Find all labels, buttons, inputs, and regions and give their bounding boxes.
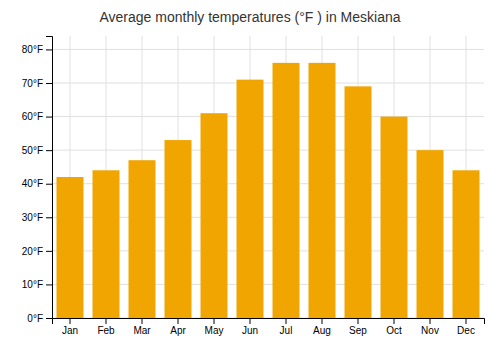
y-tick: 50°F — [22, 145, 52, 156]
tick-label: 20°F — [22, 246, 43, 257]
x-tick: Oct — [386, 318, 402, 336]
tick-mark — [46, 150, 52, 151]
bar — [273, 63, 300, 318]
chart-container: Average monthly temperatures (°F ) in Me… — [0, 0, 500, 350]
x-tick: Apr — [170, 318, 186, 336]
tick-label: Nov — [421, 325, 439, 336]
x-tick: Jul — [280, 318, 293, 336]
tick-label: 80°F — [22, 44, 43, 55]
tick-label: Jan — [62, 325, 78, 336]
bar — [453, 170, 480, 318]
y-tick: 0°F — [27, 313, 52, 324]
x-tick: Aug — [313, 318, 331, 336]
tick-mark — [106, 318, 107, 324]
tick-label: 50°F — [22, 145, 43, 156]
y-tick: 80°F — [22, 44, 52, 55]
tick-mark — [142, 318, 143, 324]
tick-mark — [46, 318, 52, 319]
tick-label: Apr — [170, 325, 186, 336]
x-tick: Jan — [62, 318, 78, 336]
plot-area: Jan Feb Mar Apr May Jun Jul Aug Sep Oct Nov Dec 0°F 1… — [22, 36, 485, 336]
bar — [57, 177, 84, 318]
grid — [52, 36, 484, 318]
tick-label: 40°F — [22, 178, 43, 189]
tick-label: Jun — [242, 325, 258, 336]
bar — [93, 170, 120, 318]
bar — [417, 150, 444, 318]
tick-label: Oct — [386, 325, 402, 336]
bar — [237, 80, 264, 318]
y-tick: 40°F — [22, 178, 52, 189]
bar — [345, 86, 372, 318]
tick-mark — [46, 217, 52, 218]
tick-mark — [46, 284, 52, 285]
grid-line-y — [52, 116, 484, 117]
bar — [381, 117, 408, 318]
chart-svg: Average monthly temperatures (°F ) in Me… — [0, 0, 500, 350]
tick-label: 70°F — [22, 78, 43, 89]
grid-line-y — [52, 83, 484, 84]
tick-mark — [358, 318, 359, 324]
x-tick: Dec — [457, 318, 475, 336]
tick-mark — [46, 184, 52, 185]
bars — [57, 63, 480, 318]
tick-mark — [46, 49, 52, 50]
tick-label: May — [205, 325, 224, 336]
y-tick: 70°F — [22, 78, 52, 89]
axis-line — [53, 319, 485, 325]
tick-mark — [286, 318, 287, 324]
x-tick: May — [205, 318, 224, 336]
x-tick: Feb — [97, 318, 115, 336]
x-tick: Mar — [133, 318, 151, 336]
tick-label: Feb — [97, 325, 115, 336]
tick-label: Sep — [349, 325, 367, 336]
tick-mark — [46, 117, 52, 118]
grid-line-y — [52, 49, 484, 50]
tick-mark — [466, 318, 467, 324]
x-tick: Jun — [242, 318, 258, 336]
y-tick: 20°F — [22, 246, 52, 257]
y-tick: 30°F — [22, 212, 52, 223]
chart-title: Average monthly temperatures (°F ) in Me… — [99, 9, 400, 25]
bar — [129, 160, 156, 318]
y-axis: 0°F 10°F 20°F 30°F 40°F 50°F 60°F 70°F 80°F — [22, 37, 53, 324]
x-tick: Sep — [349, 318, 367, 336]
bar — [201, 113, 228, 318]
tick-label: 30°F — [22, 212, 43, 223]
tick-mark — [322, 318, 323, 324]
y-tick: 10°F — [22, 279, 52, 290]
tick-label: 60°F — [22, 111, 43, 122]
y-tick: 60°F — [22, 111, 52, 122]
x-axis: Jan Feb Mar Apr May Jun Jul Aug Sep Oct Nov Dec — [53, 318, 485, 336]
tick-mark — [250, 318, 251, 324]
tick-mark — [430, 318, 431, 324]
tick-mark — [214, 318, 215, 324]
tick-label: Jul — [280, 325, 293, 336]
bar — [309, 63, 336, 318]
tick-label: 0°F — [27, 313, 43, 324]
tick-label: Aug — [313, 325, 331, 336]
tick-label: 10°F — [22, 279, 43, 290]
tick-mark — [178, 318, 179, 324]
bar — [165, 140, 192, 318]
tick-mark — [394, 318, 395, 324]
tick-label: Mar — [133, 325, 151, 336]
tick-mark — [46, 83, 52, 84]
tick-mark — [46, 251, 52, 252]
tick-label: Dec — [457, 325, 475, 336]
axis-line — [46, 37, 53, 319]
x-tick: Nov — [421, 318, 439, 336]
tick-mark — [70, 318, 71, 324]
